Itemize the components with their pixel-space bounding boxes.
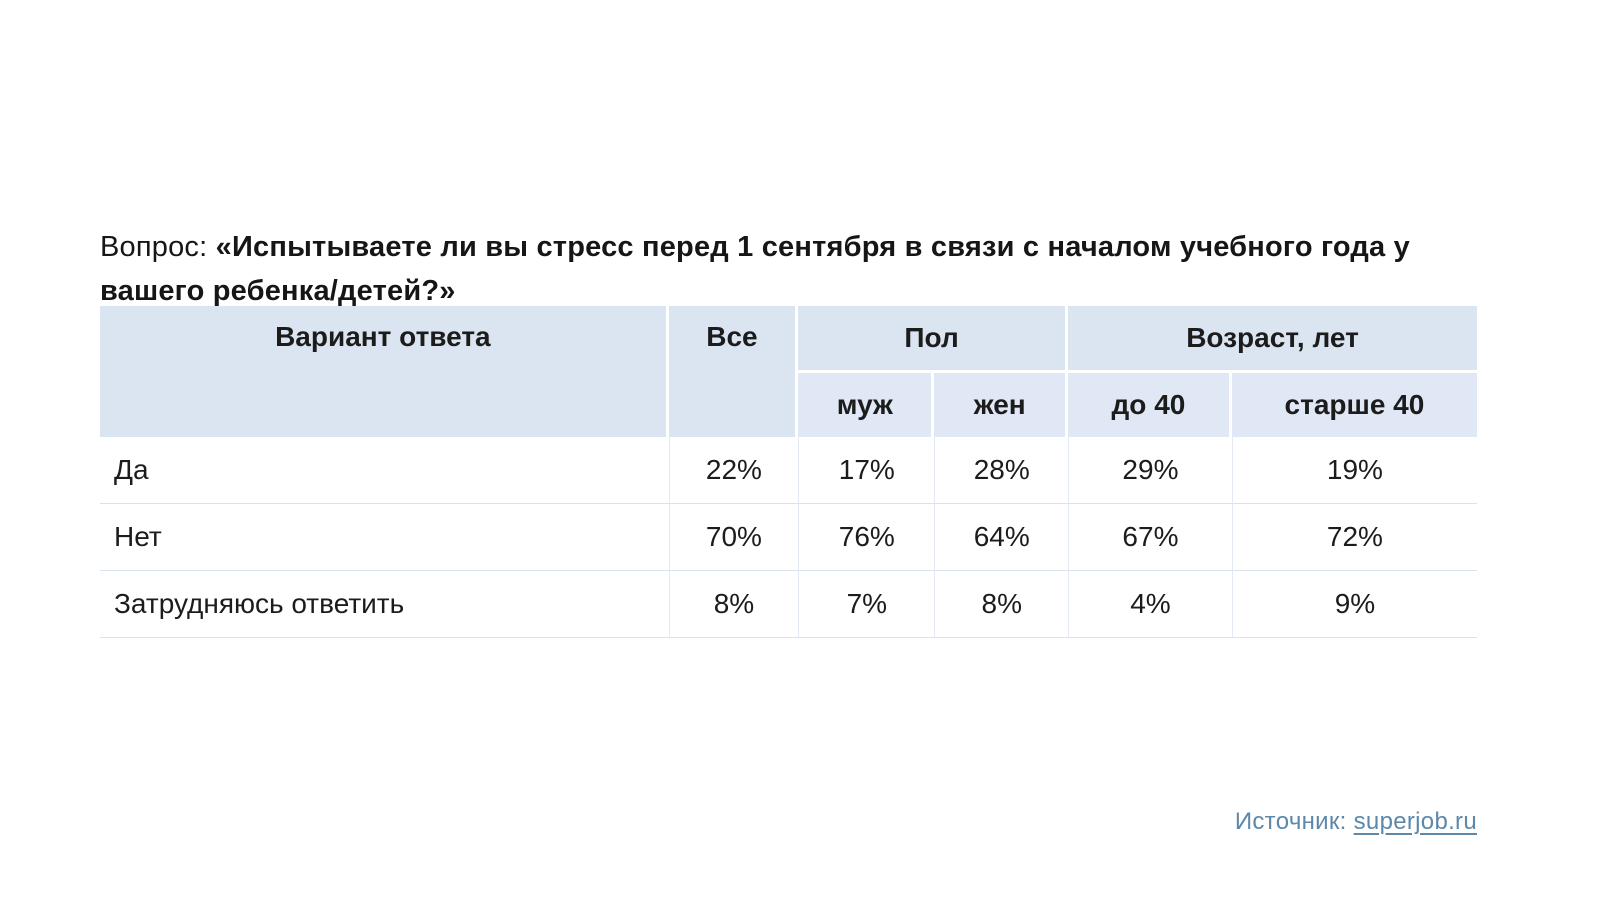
header-age-group: Возраст, лет: [1068, 306, 1477, 370]
answer-label-cell: Да: [100, 437, 669, 504]
value-cell-over-40: 9%: [1231, 571, 1477, 638]
subheader-under-40: до 40: [1068, 370, 1232, 437]
source-link[interactable]: superjob.ru: [1353, 808, 1477, 835]
subheader-over-40: старше 40: [1231, 370, 1477, 437]
value-cell-all: 70%: [668, 504, 799, 571]
question-body: «Испытываете ли вы стресс перед 1 сентяб…: [100, 231, 1410, 308]
header-all: Все: [668, 306, 799, 437]
value-cell-female: 28%: [934, 437, 1069, 504]
table-row-yes: Да 22% 17% 28% 29% 19%: [100, 437, 1477, 504]
value-cell-all: 22%: [668, 437, 799, 504]
survey-table: Вариант ответа Все Пол Возраст, лет муж …: [100, 306, 1477, 638]
table-body: Да 22% 17% 28% 29% 19% Нет 70% 76% 64% 6…: [100, 437, 1477, 638]
header-gender-group: Пол: [798, 306, 1069, 370]
value-cell-male: 17%: [798, 437, 935, 504]
subheader-female: жен: [934, 370, 1069, 437]
table-row-undecided: Затрудняюсь ответить 8% 7% 8% 4% 9%: [100, 571, 1477, 638]
subheader-male: муж: [798, 370, 935, 437]
value-cell-all: 8%: [668, 571, 799, 638]
source-label: Источник:: [1234, 808, 1354, 835]
value-cell-male: 7%: [798, 571, 935, 638]
value-cell-under-40: 29%: [1068, 437, 1232, 504]
value-cell-male: 76%: [798, 504, 935, 571]
value-cell-under-40: 67%: [1068, 504, 1232, 571]
question-prefix: Вопрос:: [100, 231, 216, 263]
source-line: Источник: superjob.ru: [1235, 808, 1477, 836]
value-cell-over-40: 19%: [1231, 437, 1477, 504]
value-cell-over-40: 72%: [1231, 504, 1477, 571]
value-cell-female: 64%: [934, 504, 1069, 571]
answer-label-cell: Нет: [100, 504, 669, 571]
header-answer-option: Вариант ответа: [100, 306, 669, 437]
value-cell-under-40: 4%: [1068, 571, 1232, 638]
table-row-no: Нет 70% 76% 64% 67% 72%: [100, 504, 1477, 571]
value-cell-female: 8%: [934, 571, 1069, 638]
page-title: Вопрос: «Испытываете ли вы стресс перед …: [100, 225, 1455, 313]
answer-label-cell: Затрудняюсь ответить: [100, 571, 669, 638]
table-header: Вариант ответа Все Пол Возраст, лет муж …: [100, 306, 1477, 437]
